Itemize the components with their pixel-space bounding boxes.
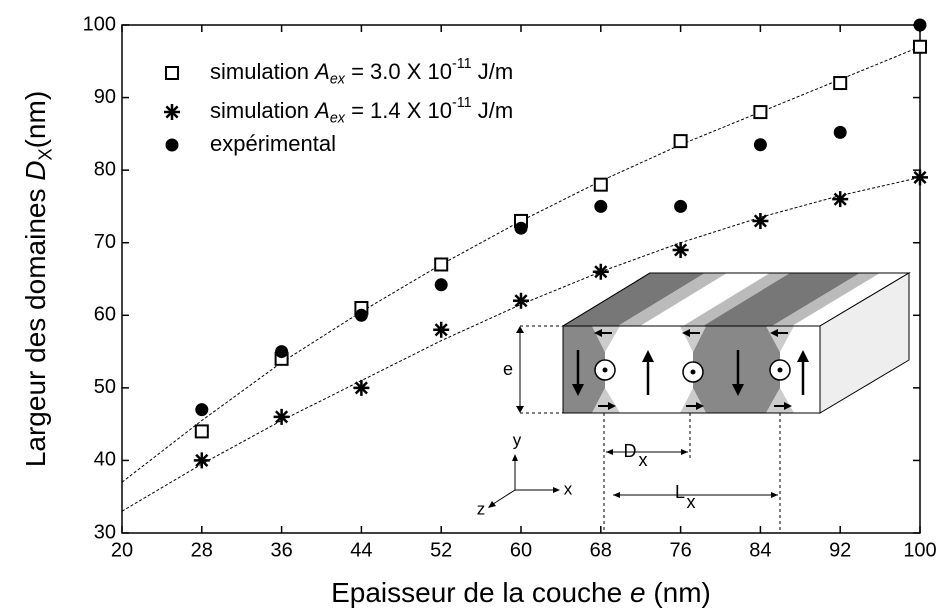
y-tick-label: 40 (94, 449, 116, 471)
x-tick-label: 76 (669, 539, 691, 561)
x-tick-label: 60 (510, 539, 532, 561)
star-marker (433, 321, 450, 338)
inset-domain (693, 326, 780, 413)
y-tick-label: 90 (94, 86, 116, 108)
inset-top-stripe (772, 273, 880, 326)
square-marker (753, 105, 768, 120)
square-marker (833, 76, 848, 91)
circle-marker (275, 345, 289, 359)
circle-marker (434, 278, 448, 292)
text-part: J/m (472, 98, 514, 123)
text-part: = 1.4 X 10 (345, 98, 452, 123)
text-part: (nm) (646, 577, 711, 608)
inset-top-stripe (683, 273, 790, 326)
y-tick-label: 50 (94, 376, 116, 398)
y-axis-label: Largeur des domaines DX(nm) (20, 91, 55, 467)
inset-dimensions (489, 325, 781, 530)
text-part: Largeur des domaines (20, 181, 51, 467)
circle-marker (594, 199, 608, 213)
star-marker (832, 191, 849, 208)
text-part: Epaisseur de la couche (331, 577, 630, 608)
inset-axis-z: z (477, 499, 486, 518)
y-tick-label: 100 (83, 13, 116, 35)
text-part: -11 (452, 95, 472, 111)
inset-top-stripe (618, 273, 727, 326)
text-part: e (630, 577, 646, 608)
text-part: -11 (452, 56, 472, 72)
circle-marker (354, 308, 368, 322)
text-part: ex (330, 110, 346, 126)
x-tick-label: 28 (191, 539, 213, 561)
x-axis-label: Epaisseur de la couche e (nm) (331, 577, 711, 608)
text-part: A (313, 59, 330, 84)
star-marker (672, 241, 689, 258)
text-part: simulation (210, 59, 315, 84)
star-marker (273, 408, 290, 425)
inset-axis-x: x (564, 479, 573, 498)
fit-line (121, 176, 921, 512)
text-part: (nm) (20, 91, 51, 149)
inset-d-sub: x (639, 450, 648, 470)
square-marker (434, 257, 449, 272)
star-marker (592, 263, 609, 280)
legend-label: simulation Aex = 3.0 X 10-11 J/m (210, 56, 513, 87)
circle-marker (195, 403, 209, 417)
text-part: = 3.0 X 10 (345, 59, 452, 84)
inset-arrowheads (488, 326, 778, 508)
text-part: A (313, 98, 330, 123)
star-marker (513, 292, 529, 309)
square-marker (194, 424, 209, 439)
circle-marker (674, 199, 688, 213)
square-marker (593, 177, 608, 192)
inset-l-sub: x (687, 492, 696, 512)
inset-e: e (503, 359, 513, 379)
star-marker (912, 169, 928, 186)
inset-d: D (624, 441, 637, 461)
square-marker (673, 134, 688, 149)
inset-arrows (572, 329, 809, 410)
x-tick-label: 44 (350, 539, 372, 561)
inset-front-edge (562, 325, 821, 414)
star-marker (353, 379, 370, 396)
legend-label: simulation Aex = 1.4 X 10-11 J/m (210, 95, 513, 126)
text-part: simulation (210, 98, 315, 123)
x-tick-label: 92 (829, 539, 851, 561)
circle-marker (514, 221, 528, 235)
star-marker (193, 452, 210, 469)
inset-l: L (675, 482, 685, 502)
x-tick-label: 100 (903, 539, 936, 561)
x-tick-label: 52 (430, 539, 452, 561)
inset-domain (563, 326, 605, 413)
inset-top-stripe (703, 273, 860, 326)
circle-marker (913, 18, 927, 32)
legend-label: expérimental (210, 131, 336, 156)
x-tick-label: 84 (749, 539, 771, 561)
y-tick-label: 60 (94, 304, 116, 326)
star-marker (752, 212, 769, 229)
text-part: X (35, 148, 55, 160)
legend-marker (165, 66, 179, 80)
text-part: expérimental (210, 131, 336, 156)
x-tick-label: 36 (270, 539, 292, 561)
x-tick-label: 68 (590, 539, 612, 561)
y-tick-label: 30 (94, 521, 116, 543)
y-tick-label: 70 (94, 231, 116, 253)
inset-diagram: e D x L x y x z (477, 272, 911, 530)
text-part: D (20, 161, 51, 181)
x-tick-label: 20 (111, 539, 133, 561)
y-tick-label: 80 (94, 158, 116, 180)
square-marker (913, 39, 927, 54)
circle-marker (833, 125, 847, 139)
text-part: ex (330, 71, 346, 87)
circle-marker (753, 138, 767, 152)
inset-top-stripe (563, 273, 705, 326)
legend-marker (164, 104, 180, 120)
inset-axis-y: y (513, 430, 522, 449)
legend-marker (165, 138, 179, 152)
inset-dots (602, 367, 783, 375)
text-part: J/m (472, 59, 514, 84)
